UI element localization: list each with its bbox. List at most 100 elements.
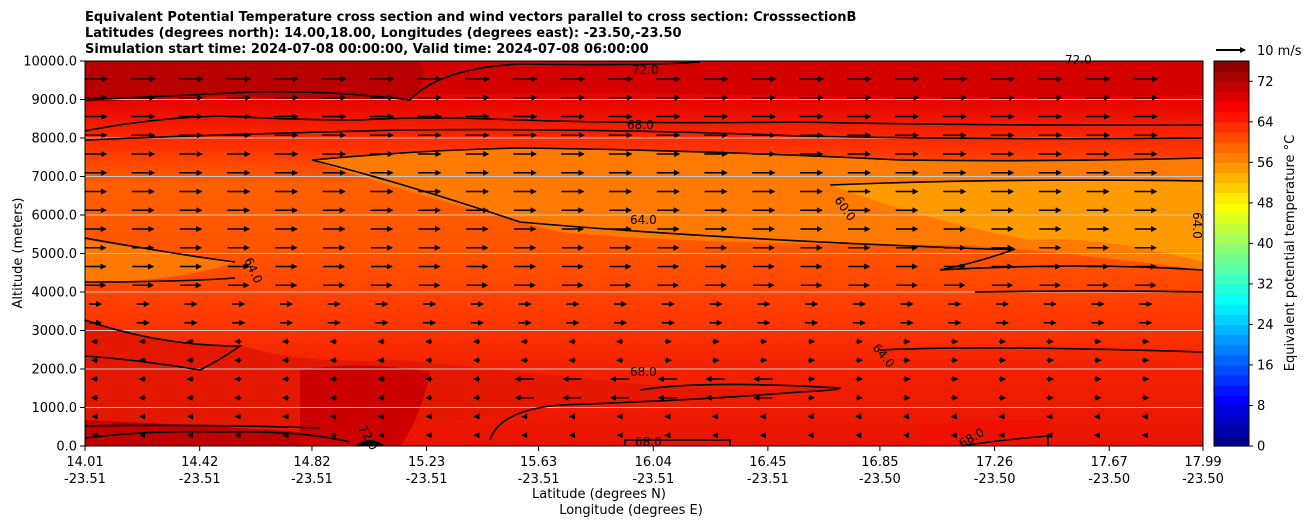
colorbar-level (1214, 314, 1249, 326)
x-tick-label-lat: 14.42 (181, 455, 218, 470)
colorbar-tick-label: 32 (1257, 277, 1274, 292)
colorbar-level (1214, 354, 1249, 366)
y-axis-label: Altitude (meters) (11, 198, 26, 309)
colorbar-level (1214, 131, 1249, 143)
x-tick-label-lat: 16.45 (749, 455, 786, 470)
contour-label: 64.0 (1190, 212, 1204, 239)
x-axis-label-longitude: Longitude (degrees E) (559, 503, 703, 518)
chart-title-line-2: Latitudes (degrees north): 14.00,18.00, … (85, 26, 682, 41)
colorbar (1214, 61, 1249, 447)
contour-line-72-top (85, 61, 701, 101)
colorbar-tick-label: 16 (1257, 358, 1274, 373)
colorbar-level (1214, 162, 1249, 174)
colorbar-level (1214, 243, 1249, 255)
colorbar-level (1214, 364, 1249, 376)
colorbar-tick-label: 72 (1257, 75, 1274, 90)
x-tick-label-lon: -23.51 (518, 472, 560, 487)
colorbar-level (1214, 415, 1249, 427)
colorbar-level (1214, 202, 1249, 214)
colorbar-level (1214, 121, 1249, 133)
y-tick-label: 9000.0 (32, 93, 78, 108)
colorbar-level (1214, 375, 1249, 386)
chart-title-line-3: Simulation start time: 2024-07-08 00:00:… (85, 42, 649, 57)
colorbar-level (1214, 182, 1249, 194)
colorbar-tick-label: 24 (1257, 318, 1274, 333)
x-axis-label-latitude: Latitude (degrees N) (532, 487, 666, 502)
colorbar-level (1214, 405, 1249, 417)
colorbar-tick-label: 56 (1257, 156, 1274, 171)
y-tick-label: 7000.0 (32, 170, 78, 185)
colorbar-level (1214, 344, 1249, 356)
colorbar-level (1214, 223, 1249, 234)
colorbar-level (1214, 263, 1249, 275)
contour-line-72-upper (85, 115, 1203, 132)
y-tick-label: 6000.0 (32, 209, 78, 224)
colorbar-level (1214, 334, 1249, 346)
colorbar-label: Equivalent potential temperature °C (1283, 135, 1298, 371)
colorbar-level (1214, 61, 1249, 72)
colorbar-level (1214, 172, 1249, 184)
colorbar-level (1214, 324, 1249, 336)
y-tick-label: 10000.0 (23, 55, 77, 70)
contour-line-64-left (85, 237, 236, 263)
contour-label: 68.0 (630, 365, 657, 379)
chart-title-line-1: Equivalent Potential Temperature cross s… (85, 10, 856, 25)
quiver-key-label: 10 m/s (1257, 44, 1302, 59)
colorbar-level (1214, 101, 1249, 113)
x-tick-label-lat: 14.82 (293, 455, 330, 470)
x-tick-label-lon: -23.51 (64, 472, 106, 487)
y-tick-label: 3000.0 (32, 324, 78, 339)
colorbar-level (1214, 253, 1249, 265)
colorbar-level (1214, 435, 1249, 447)
x-tick-label-lat: 14.01 (66, 455, 103, 470)
colorbar-level (1214, 283, 1249, 295)
colorbar-level (1214, 294, 1249, 305)
contour-label: 72.0 (1065, 53, 1092, 67)
colorbar-level (1214, 273, 1249, 285)
wind-vectors (85, 76, 1159, 439)
contour-label: 68.0 (627, 118, 654, 132)
x-tick-label-lon: -23.51 (406, 472, 448, 487)
contour-line-60-right (974, 290, 1203, 293)
y-tick-label: 2000.0 (32, 363, 78, 378)
contour-label: 68.0 (635, 435, 662, 449)
colorbar-tick-label: 48 (1257, 196, 1274, 211)
contour-line-64-lower (879, 347, 1203, 353)
x-tick-label-lat: 17.67 (1091, 455, 1128, 470)
contour-line-72-bottom (85, 430, 351, 443)
y-tick-label: 8000.0 (32, 132, 78, 147)
x-tick-label-lon: -23.51 (291, 472, 333, 487)
x-tick-label-lon: -23.51 (747, 472, 789, 487)
x-tick-label-lat: 16.85 (861, 455, 898, 470)
contour-line-64-left-b (85, 277, 236, 283)
contour-line-68-upper (85, 128, 1203, 141)
colorbar-level (1214, 71, 1249, 82)
colorbar-level (1214, 91, 1249, 103)
x-tick-label-lat: 15.23 (408, 455, 445, 470)
colorbar-level (1214, 192, 1249, 204)
colorbar-level (1214, 212, 1249, 224)
colorbar-level (1214, 395, 1249, 407)
y-tick-label: 5000.0 (32, 247, 78, 262)
colorbar-frame (1213, 60, 1250, 447)
colorbar-tick-label: 64 (1257, 115, 1274, 130)
y-tick-label: 0.0 (56, 440, 77, 455)
colorbar-tick-label: 40 (1257, 237, 1274, 252)
colorbar-tick-label: 0 (1257, 440, 1265, 455)
colorbar-level (1214, 304, 1249, 315)
x-tick-label-lat: 17.26 (976, 455, 1013, 470)
colorbar-level (1214, 111, 1249, 123)
colorbar-level (1214, 425, 1249, 437)
contour-line-60 (829, 179, 1203, 186)
colorbar-level (1214, 233, 1249, 244)
colorbar-level (1214, 81, 1249, 92)
contour-label: 72.0 (632, 63, 659, 77)
colorbar-level (1214, 385, 1249, 396)
y-tick-label: 4000.0 (32, 286, 78, 301)
contour-label: 64.0 (630, 213, 657, 227)
horizontal-gridlines (85, 99, 1203, 408)
x-tick-label-lat: 15.63 (520, 455, 557, 470)
x-tick-label-lon: -23.50 (859, 472, 901, 487)
contour-line-68-base (624, 439, 731, 446)
